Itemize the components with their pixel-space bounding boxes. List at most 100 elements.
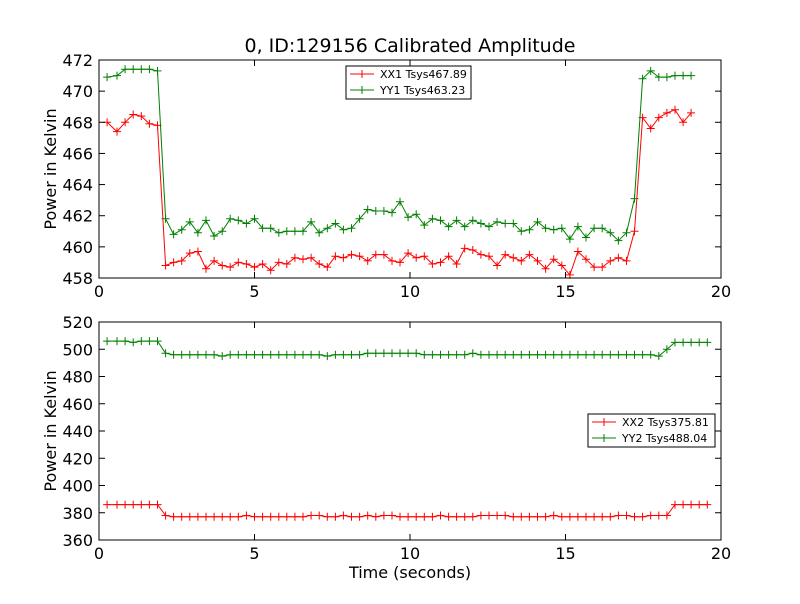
bottom-series-1-point	[210, 350, 219, 359]
top-series-0-point	[185, 249, 194, 258]
bottom-series-0-point	[242, 511, 251, 520]
top-series-0-point	[557, 261, 566, 270]
bottom-x-tick-label: 10	[400, 544, 420, 563]
bottom-axis-ticks: 0 5 10 15 20 360 380 400 420 440 460 480 500 520	[62, 313, 731, 563]
top-series-1-point	[654, 73, 663, 82]
top-series-1-point	[388, 208, 396, 217]
top-series-1-point	[590, 224, 599, 233]
top-series-0-point	[388, 256, 396, 265]
top-series-1-point	[137, 65, 146, 74]
top-y-tick-label: 458	[62, 269, 93, 288]
bottom-series-1-point	[557, 350, 566, 359]
bottom-series-0-point	[339, 511, 348, 520]
bottom-series-1-point	[307, 350, 316, 359]
bottom-series-1-point	[177, 350, 186, 359]
top-series-1-point	[614, 236, 623, 245]
top-y-tick-label: 472	[62, 51, 93, 70]
top-series-1-point	[113, 71, 121, 80]
top-series-0-point	[452, 260, 461, 268]
bottom-series-1-point	[428, 350, 437, 359]
top-series-1-point	[573, 222, 582, 231]
bottom-series-1-point	[671, 338, 679, 347]
bottom-series-1-point	[137, 337, 146, 346]
top-series-1-point	[258, 224, 267, 233]
bottom-series-0-point	[420, 512, 429, 521]
bottom-series-0-point	[145, 500, 154, 509]
bottom-legend: XX2 Tsys375.81 YY2 Tsys488.04	[587, 413, 716, 448]
bottom-series-1-point	[371, 349, 380, 358]
top-series-1-point	[525, 225, 534, 234]
top-plot-area	[103, 65, 696, 279]
top-series-0-point	[630, 227, 639, 236]
bottom-series-1-point	[161, 349, 170, 358]
bottom-series-0-point	[541, 512, 550, 521]
top-series-1-point	[468, 216, 477, 225]
bottom-series-1-point	[129, 338, 138, 347]
top-series-0-point	[210, 256, 219, 265]
x-axis-label: Time (seconds)	[348, 563, 471, 582]
bottom-series-0-point	[331, 512, 340, 521]
bottom-series-0-point	[493, 511, 502, 520]
top-series-1-point	[646, 66, 655, 75]
bottom-series-1-point	[153, 337, 162, 346]
bottom-series-1-point	[290, 350, 299, 359]
bottom-series-1-point	[687, 338, 696, 347]
bottom-series-0-point	[299, 512, 307, 521]
top-x-tick-label: 10	[400, 282, 420, 301]
bottom-series-1-point	[258, 350, 267, 359]
top-series-0-point	[379, 250, 388, 259]
bottom-y-tick-label: 380	[62, 504, 93, 523]
bottom-series-0-point	[193, 512, 202, 521]
bottom-y-tick-label: 360	[62, 531, 93, 550]
bottom-series-0-point	[662, 511, 671, 520]
top-series-1-point	[242, 219, 251, 228]
bottom-series-0-point	[412, 512, 421, 521]
bottom-series-0-point	[379, 511, 388, 520]
legend-label-yy1: YY1 Tsys463.23	[379, 84, 465, 97]
top-series-0-point	[323, 263, 332, 272]
top-series-1-point	[379, 207, 388, 215]
bottom-series-1-point	[315, 350, 324, 359]
top-series-0-point	[687, 108, 696, 117]
top-series-1-point	[598, 224, 607, 233]
top-series-0-point	[202, 264, 210, 273]
top-subplot: 0, ID:129156 Calibrated Amplitude 0 5 10 15…	[41, 35, 731, 301]
top-series-1-point	[129, 65, 138, 74]
bottom-series-0-point	[557, 512, 566, 521]
top-series-0-point	[509, 253, 518, 262]
bottom-series-0-point	[436, 511, 445, 520]
bottom-series-0-point	[258, 512, 267, 521]
bottom-series-1-point	[420, 350, 429, 359]
legend-marker-xx2	[600, 418, 608, 426]
bottom-series-1-point	[396, 349, 404, 358]
top-series-1-point	[404, 213, 413, 222]
top-series-0-point	[582, 255, 590, 264]
bottom-series-0-point	[250, 512, 259, 521]
legend-marker-yy2	[600, 434, 608, 442]
top-series-0-point	[363, 256, 372, 265]
top-series-1-point	[501, 219, 510, 228]
bottom-series-0-point	[573, 512, 582, 521]
top-series-1-point	[185, 217, 194, 226]
top-series-0-point	[177, 256, 186, 265]
bottom-series-0-point	[347, 512, 356, 521]
top-series-1-point	[557, 224, 566, 233]
top-series-0-point	[307, 253, 316, 262]
top-series-0-point	[355, 252, 364, 261]
bottom-series-0-point	[218, 512, 227, 521]
top-series-1-point	[339, 225, 348, 234]
top-series-1-point	[460, 222, 469, 231]
top-series-0-point	[525, 250, 534, 259]
top-series-0-point	[290, 253, 299, 262]
top-series-0-point	[646, 124, 655, 133]
top-series-1-point	[687, 71, 696, 80]
top-series-1-point	[331, 219, 340, 228]
bottom-series-0-point	[371, 512, 380, 521]
top-x-tick-label: 20	[711, 282, 731, 301]
bottom-series-0-point	[428, 512, 437, 521]
bottom-series-0-point	[137, 500, 146, 509]
bottom-series-0-point	[169, 512, 178, 521]
bottom-x-tick-label: 5	[249, 544, 259, 563]
